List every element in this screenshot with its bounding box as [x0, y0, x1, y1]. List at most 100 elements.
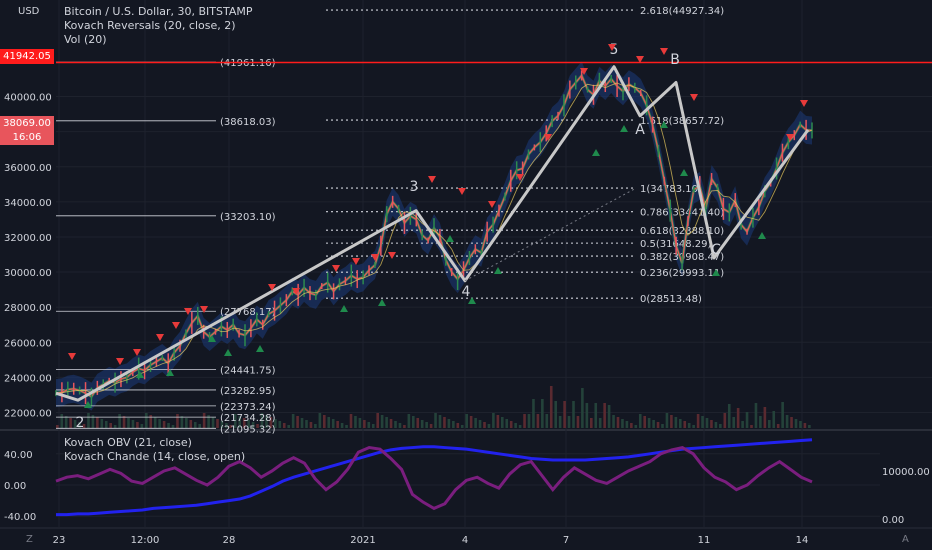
- volume-bar: [478, 420, 482, 428]
- time-tick-label: 2021: [350, 535, 375, 546]
- volume-bar: [149, 415, 153, 428]
- volume-bar: [180, 416, 184, 428]
- sell-marker: [332, 265, 340, 272]
- buy-marker: [256, 345, 264, 352]
- volume-bar: [630, 423, 633, 428]
- sell-marker: [458, 188, 466, 195]
- volume-bar: [287, 425, 290, 428]
- volume-bar: [167, 423, 170, 428]
- wave-label: C: [711, 242, 721, 258]
- volume-bar: [385, 417, 388, 428]
- buy-marker: [378, 299, 386, 306]
- indicator-obv-label: Kovach OBV (21, close): [64, 436, 192, 449]
- volume-bar: [687, 423, 691, 428]
- volume-bar: [389, 419, 393, 428]
- volume-bar: [732, 417, 735, 428]
- volume-bar: [140, 424, 144, 428]
- volume-bar: [799, 421, 802, 428]
- volume-bar: [536, 414, 540, 428]
- volume-bar: [340, 423, 344, 428]
- volume-bar: [594, 403, 598, 428]
- volume-bar: [612, 415, 615, 428]
- sell-marker: [268, 284, 276, 291]
- volume-bar: [549, 386, 553, 428]
- volume-bar: [300, 418, 304, 428]
- support-level-label: (41961.16): [220, 58, 276, 69]
- volume-bar: [109, 423, 112, 428]
- volume-bar: [247, 420, 250, 428]
- volume-bar: [100, 419, 104, 428]
- fib-level-label: 0.618(32388.10): [640, 226, 724, 237]
- wave-label: 3: [410, 179, 419, 195]
- wave-label: 4: [462, 284, 471, 300]
- volume-bar: [514, 423, 517, 428]
- volume-bar: [171, 425, 175, 428]
- volume-bar: [616, 417, 620, 428]
- sell-marker: [608, 44, 616, 51]
- osc-tick-label: 0.00: [4, 481, 26, 492]
- volume-bar: [345, 425, 348, 428]
- volume-bar: [554, 401, 557, 428]
- volume-bar: [153, 417, 157, 428]
- sell-marker: [184, 308, 192, 315]
- volume-bar: [425, 422, 428, 428]
- volume-bar: [416, 418, 420, 428]
- volume-bar: [483, 422, 486, 428]
- volume-bar: [656, 422, 660, 428]
- volume-bar: [527, 414, 531, 428]
- volume-bar: [541, 399, 544, 428]
- volume-bar: [305, 420, 308, 428]
- time-tick-label: 28: [223, 535, 236, 546]
- support-level-label: (22373.24): [220, 402, 276, 413]
- volume-bar: [781, 402, 784, 428]
- volume-bar: [643, 416, 646, 428]
- volume-bar: [754, 403, 758, 428]
- volume-bar: [714, 422, 718, 428]
- volume-bar: [256, 424, 259, 428]
- volume-bar: [260, 413, 264, 428]
- volume-axis-label: 10000.00: [882, 467, 930, 478]
- support-level-label: (21734.28): [220, 413, 276, 424]
- fib-level-label: 0(28513.48): [640, 294, 702, 305]
- volume-bar: [327, 417, 331, 428]
- volume-axis-label: 0.00: [882, 515, 904, 526]
- price-tick-label: 22000.00: [4, 408, 52, 419]
- support-level-label: (33203.10): [220, 212, 276, 223]
- buy-marker: [84, 401, 92, 408]
- volume-bar: [376, 413, 379, 428]
- volume-bar: [69, 418, 72, 428]
- volume-bar: [331, 419, 335, 428]
- volume-bar: [398, 423, 402, 428]
- volume-bar: [73, 420, 77, 428]
- volume-bar: [460, 425, 464, 428]
- sell-marker: [690, 94, 698, 101]
- volume-bar: [750, 425, 753, 428]
- auto-scale-icon[interactable]: A: [902, 534, 909, 545]
- volume-bar: [104, 421, 108, 428]
- sell-marker: [388, 252, 396, 259]
- volume-bar: [465, 414, 468, 428]
- sell-marker: [352, 258, 360, 265]
- time-axis[interactable]: 23 12:00 28 2021 4 7 11 14: [53, 535, 809, 546]
- osc-tick-label: -40.00: [4, 512, 36, 523]
- indicator-volume-label: Vol (20): [64, 33, 107, 46]
- sell-marker: [133, 349, 141, 356]
- volume-bar: [736, 408, 740, 428]
- time-axis-bg: [0, 528, 932, 550]
- volume-bar: [429, 424, 433, 428]
- volume-bar: [741, 421, 744, 428]
- volume-bar: [318, 413, 322, 428]
- volume-bar: [434, 413, 437, 428]
- support-level-label: (21095.32): [220, 424, 276, 435]
- horizontal-levels: (41961.16) (38618.03) (33203.10) (27768.17)…: [56, 58, 932, 435]
- volume-bar: [380, 415, 384, 428]
- volume-bar: [492, 413, 495, 428]
- price-tick-label: 30000.00: [4, 268, 52, 279]
- volume-bar: [220, 421, 224, 428]
- volume-bar: [113, 425, 117, 428]
- volume-bar: [358, 418, 362, 428]
- zoom-icon[interactable]: Z: [26, 534, 33, 545]
- time-tick-label: 14: [796, 535, 809, 546]
